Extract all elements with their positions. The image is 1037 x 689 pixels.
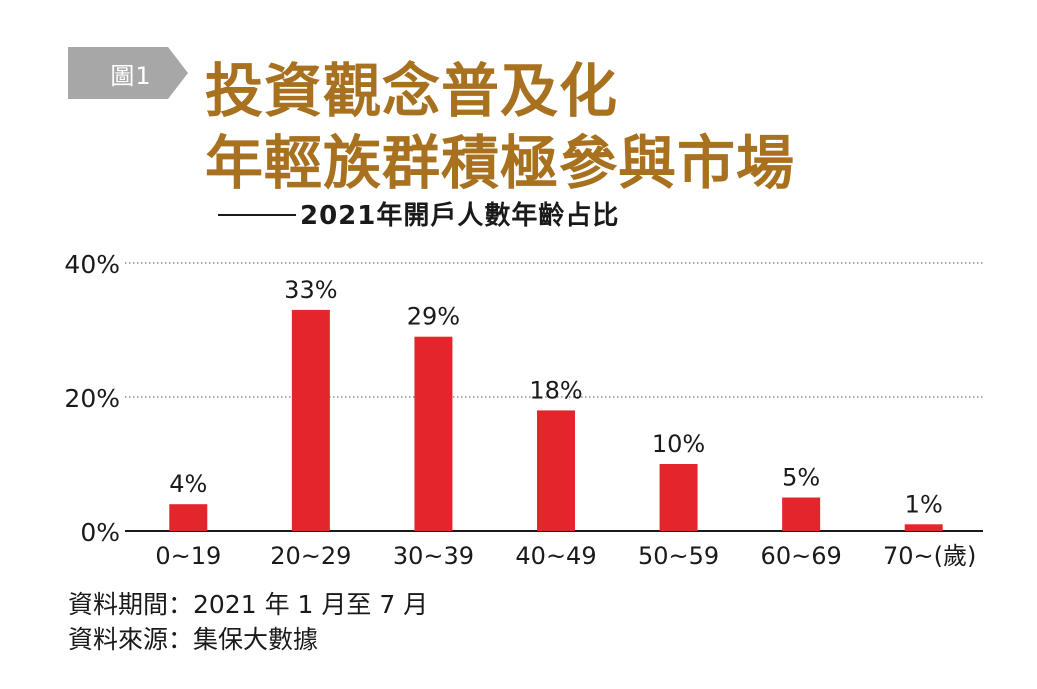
data-label: 5% <box>782 464 820 492</box>
title-line-1: 投資觀念普及化 <box>205 57 619 125</box>
x-tick-label: 0~19 <box>155 542 221 570</box>
x-tick-label: 20~29 <box>270 542 351 570</box>
x-tick-label: 50~59 <box>638 542 719 570</box>
data-label: 18% <box>529 376 582 404</box>
bar <box>782 497 821 531</box>
data-label: 33% <box>284 276 337 304</box>
badge-label: 圖1 <box>110 62 152 90</box>
bar <box>414 336 453 531</box>
bar <box>904 524 943 531</box>
figure-badge: 圖1 <box>68 47 188 99</box>
chart-subtitle: 2021年開戶人數年齡占比 <box>218 195 619 232</box>
footnote-source: 資料來源：集保大數據 <box>68 625 319 654</box>
badge-arrow-shape <box>68 47 188 99</box>
y-tick-label: 0% <box>80 518 120 547</box>
data-label: 10% <box>652 430 705 458</box>
subtitle-dash <box>218 213 296 216</box>
title-line-2: 年輕族群積極參與市場 <box>205 129 796 197</box>
bar <box>291 309 330 531</box>
y-tick-label: 40% <box>64 250 120 279</box>
x-tick-label: 30~39 <box>393 542 474 570</box>
x-tick-label: 60~69 <box>761 542 842 570</box>
x-tick-label: 40~49 <box>515 542 596 570</box>
subtitle-text: 2021年開戶人數年齡占比 <box>300 201 620 231</box>
bar <box>169 504 208 531</box>
bar <box>537 410 575 531</box>
y-tick-label: 20% <box>64 384 120 413</box>
data-label: 4% <box>169 470 207 498</box>
footnote-period: 資料期間：2021 年 1 月至 7 月 <box>68 590 429 619</box>
data-label: 29% <box>407 303 460 331</box>
data-label: 1% <box>905 490 943 518</box>
bar <box>659 464 698 531</box>
x-tick-label: 70~(歲) <box>883 542 976 570</box>
